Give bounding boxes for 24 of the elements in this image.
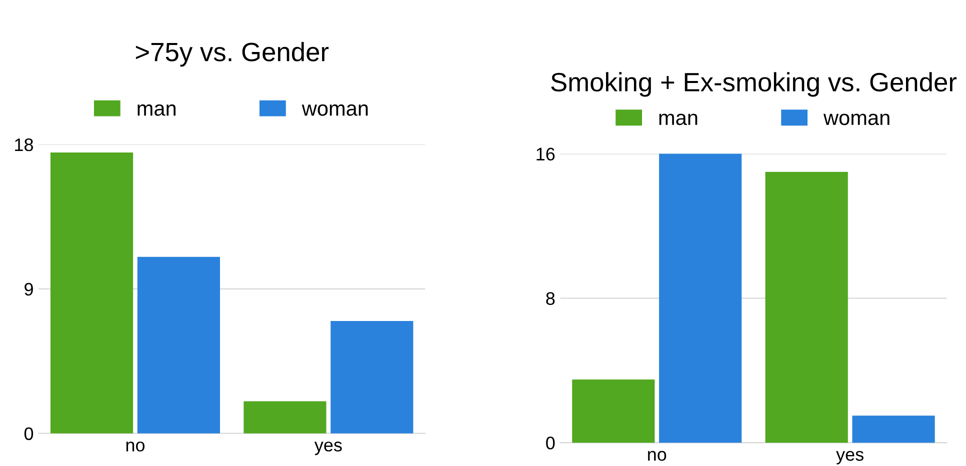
y-tick-label: 9 (24, 282, 33, 296)
y-tick-label: 18 (15, 138, 33, 152)
x-tick-label: no (648, 450, 666, 461)
bar (765, 172, 848, 443)
y-tick-label: 0 (24, 427, 34, 440)
bar (852, 416, 935, 443)
bar (244, 401, 326, 434)
legend-label: man (138, 104, 176, 116)
legend-label: woman (823, 114, 890, 126)
bar (137, 256, 220, 434)
y-tick-label: 16 (536, 148, 555, 160)
bar (330, 321, 414, 434)
chart-title: >75y vs. Gender (136, 42, 329, 67)
y-tick-label: 0 (546, 436, 555, 450)
x-tick-label: no (126, 442, 145, 452)
y-tick-label: 8 (546, 292, 555, 305)
x-tick-label: yes (836, 450, 864, 464)
bar (572, 380, 655, 443)
legend-label: man (659, 114, 698, 126)
bar (659, 154, 742, 443)
chart-title: Smoking + Ex-smoking vs. Gender (551, 72, 957, 97)
x-tick-label: yes (314, 442, 342, 456)
bar (50, 152, 134, 434)
legend-label: woman (302, 104, 368, 116)
